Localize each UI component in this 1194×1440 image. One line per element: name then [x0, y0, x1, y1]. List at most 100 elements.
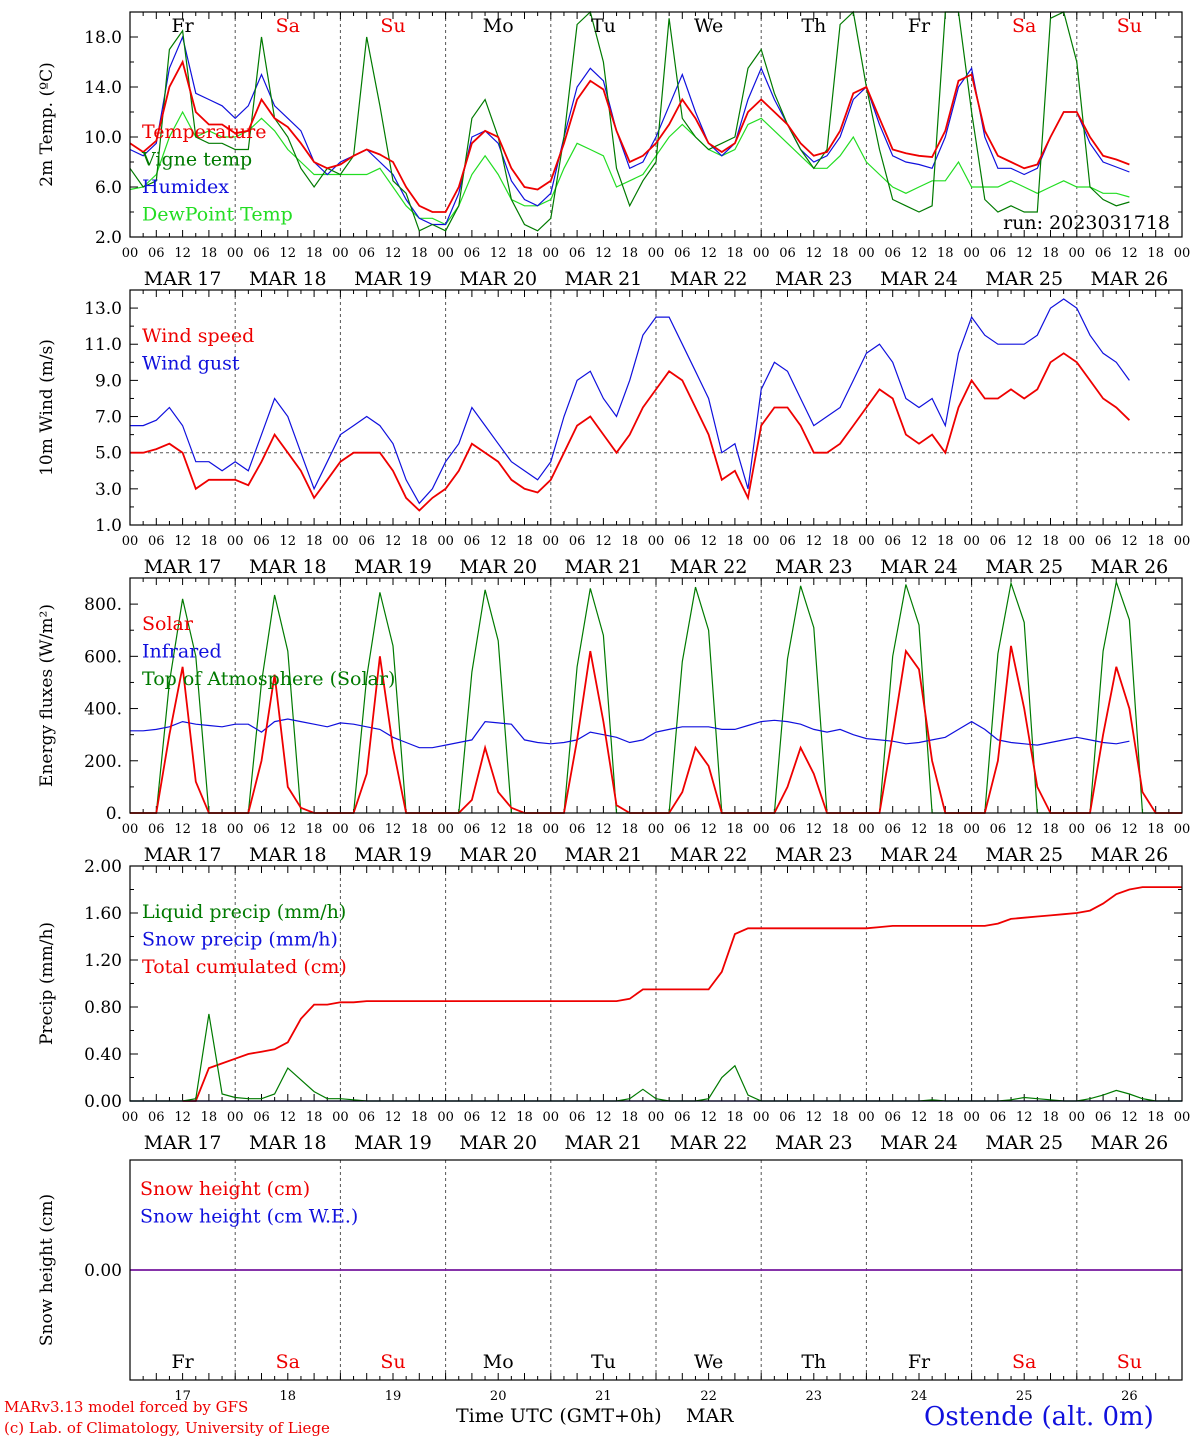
y-tick-label: 9.0: [95, 371, 122, 391]
hour-tick-label: 00: [437, 534, 454, 549]
hour-tick-label: 18: [621, 246, 638, 261]
weekday-label: Su: [1117, 1351, 1142, 1373]
y-tick-label: 1.60: [84, 904, 122, 924]
date-label: MAR 19: [354, 268, 432, 290]
hour-tick-label: 12: [700, 822, 717, 837]
date-label: MAR 19: [354, 844, 432, 866]
date-label: MAR 24: [880, 844, 958, 866]
y-tick-label: 0.00: [84, 1261, 122, 1281]
hour-tick-label: 06: [1095, 534, 1112, 549]
hour-tick-label: 12: [1016, 534, 1033, 549]
weekday-label: Mo: [483, 15, 514, 37]
y-tick-label: 13.0: [84, 299, 122, 319]
date-label: MAR 20: [459, 556, 537, 578]
series-line: [130, 718, 1130, 749]
weekday-label: We: [694, 15, 723, 37]
hour-tick-label: 00: [543, 822, 560, 837]
hour-tick-label: 18: [727, 246, 744, 261]
date-label: MAR 20: [459, 1132, 537, 1154]
date-label: MAR 22: [670, 844, 748, 866]
hour-tick-label: 00: [963, 822, 980, 837]
hour-tick-label: 00: [227, 822, 244, 837]
date-label: MAR 18: [249, 268, 327, 290]
date-label: MAR 25: [985, 844, 1063, 866]
hour-tick-label: 12: [385, 1110, 402, 1125]
hour-tick-label: 00: [332, 534, 349, 549]
weekday-label: We: [694, 1351, 723, 1373]
date-label: MAR 19: [354, 556, 432, 578]
hour-tick-label: 12: [280, 534, 297, 549]
date-label: MAR 26: [1091, 1132, 1169, 1154]
hour-tick-label: 18: [1042, 822, 1059, 837]
date-label: MAR 26: [1091, 556, 1169, 578]
hour-tick-label: 18: [937, 534, 954, 549]
date-label: MAR 26: [1091, 844, 1169, 866]
hour-tick-label: 18: [306, 822, 323, 837]
hour-tick-label: 12: [911, 1110, 928, 1125]
hour-tick-label: 00: [1069, 822, 1086, 837]
hour-tick-label: 00: [963, 246, 980, 261]
hour-tick-label: 06: [779, 822, 796, 837]
hour-tick-label: 00: [332, 822, 349, 837]
hour-tick-label: 18: [937, 822, 954, 837]
hour-tick-label: 06: [990, 1110, 1007, 1125]
hour-tick-label: 18: [516, 246, 533, 261]
date-label: MAR 18: [249, 844, 327, 866]
hour-tick-label: 06: [884, 534, 901, 549]
hour-tick-label: 12: [174, 1110, 191, 1125]
hour-tick-label: 00: [227, 246, 244, 261]
hour-tick-label: 00: [437, 246, 454, 261]
hour-tick-label: 18: [832, 246, 849, 261]
hour-tick-label: 06: [358, 1110, 375, 1125]
month-label: MAR: [686, 1405, 734, 1427]
hour-tick-label: 00: [753, 246, 770, 261]
date-label: MAR 25: [985, 268, 1063, 290]
hour-tick-label: 12: [911, 246, 928, 261]
weekday-label: Fr: [908, 15, 931, 37]
weekday-label: Sa: [276, 1351, 300, 1373]
date-label: MAR 23: [775, 556, 853, 578]
hour-tick-label: 12: [806, 822, 823, 837]
hour-tick-label: 00: [648, 1110, 665, 1125]
hour-tick-label: 00: [1174, 246, 1191, 261]
date-label: MAR 17: [144, 1132, 222, 1154]
weekday-label: Tu: [591, 15, 616, 37]
date-label: MAR 18: [249, 556, 327, 578]
series-line: [130, 1013, 1182, 1102]
weekday-label: Sa: [1012, 1351, 1036, 1373]
hour-tick-label: 00: [332, 246, 349, 261]
hour-tick-label: 00: [648, 534, 665, 549]
hour-tick-label: 12: [700, 1110, 717, 1125]
hour-tick-label: 06: [358, 822, 375, 837]
hour-tick-label: 06: [569, 822, 586, 837]
hour-tick-label: 12: [806, 534, 823, 549]
y-tick-label: 200.: [84, 752, 122, 772]
series-line: [129, 35, 1130, 226]
hour-tick-label: 18: [516, 534, 533, 549]
hour-tick-label: 18: [1147, 822, 1164, 837]
xaxis-label: Time UTC (GMT+0h): [456, 1405, 662, 1427]
hour-tick-label: 06: [1095, 1110, 1112, 1125]
hour-tick-label: 00: [1069, 1110, 1086, 1125]
hour-tick-label: 06: [148, 822, 165, 837]
weekday-label: Fr: [171, 15, 194, 37]
legend-entry: Wind speed: [142, 325, 254, 347]
y-tick-label: 18.0: [84, 28, 122, 48]
hour-tick-label: 00: [963, 1110, 980, 1125]
hour-tick-label: 06: [253, 1110, 270, 1125]
date-label: MAR 17: [144, 556, 222, 578]
hour-tick-label: 18: [306, 246, 323, 261]
hour-tick-label: 00: [858, 534, 875, 549]
hour-tick-label: 00: [858, 246, 875, 261]
weekday-label: Fr: [908, 1351, 931, 1373]
hour-tick-label: 06: [358, 534, 375, 549]
y-axis-label: Snow height (cm): [37, 1194, 57, 1346]
date-label: MAR 21: [565, 844, 643, 866]
hour-tick-label: 18: [201, 1110, 218, 1125]
y-tick-label: 0.: [106, 804, 122, 824]
y-tick-label: 800.: [84, 595, 122, 615]
hour-tick-label: 00: [753, 822, 770, 837]
hour-tick-label: 00: [227, 534, 244, 549]
hour-tick-label: 00: [122, 534, 139, 549]
day-number-label: 24: [911, 1389, 928, 1404]
